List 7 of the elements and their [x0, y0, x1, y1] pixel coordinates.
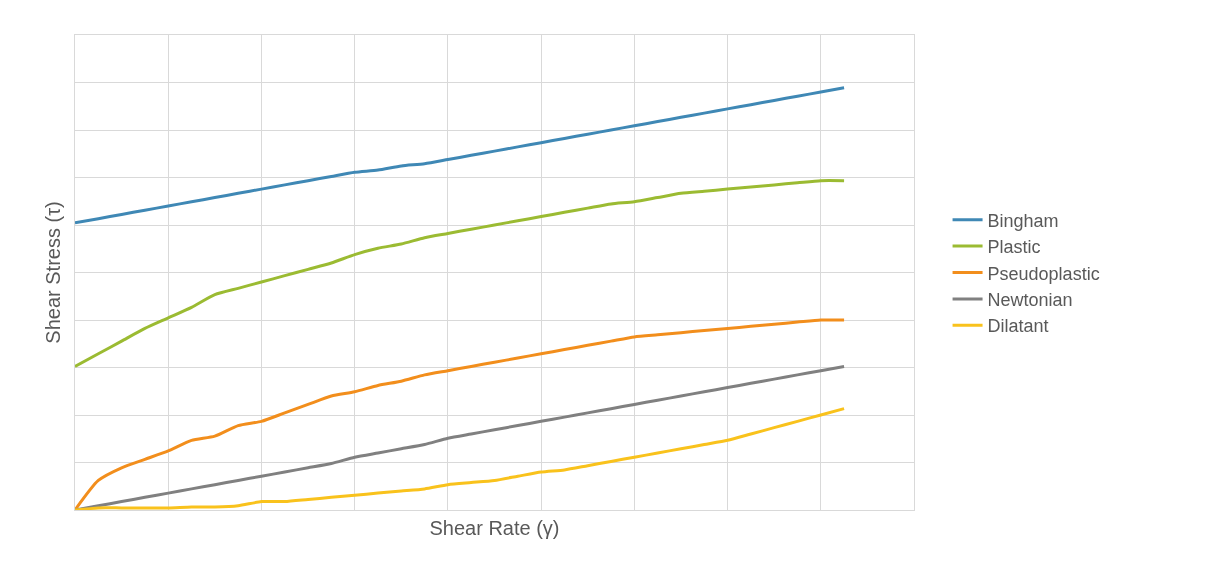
legend-label: Plastic — [987, 237, 1041, 258]
legend-label: Pseudoplastic — [987, 263, 1100, 284]
x-axis-title: Shear Rate (γ) — [429, 516, 560, 539]
legend-label: Bingham — [987, 210, 1059, 231]
y-axis-title: Shear Stress (τ) — [41, 201, 64, 344]
legend-label: Dilatant — [987, 316, 1049, 337]
legend-label: Newtonian — [987, 289, 1073, 310]
